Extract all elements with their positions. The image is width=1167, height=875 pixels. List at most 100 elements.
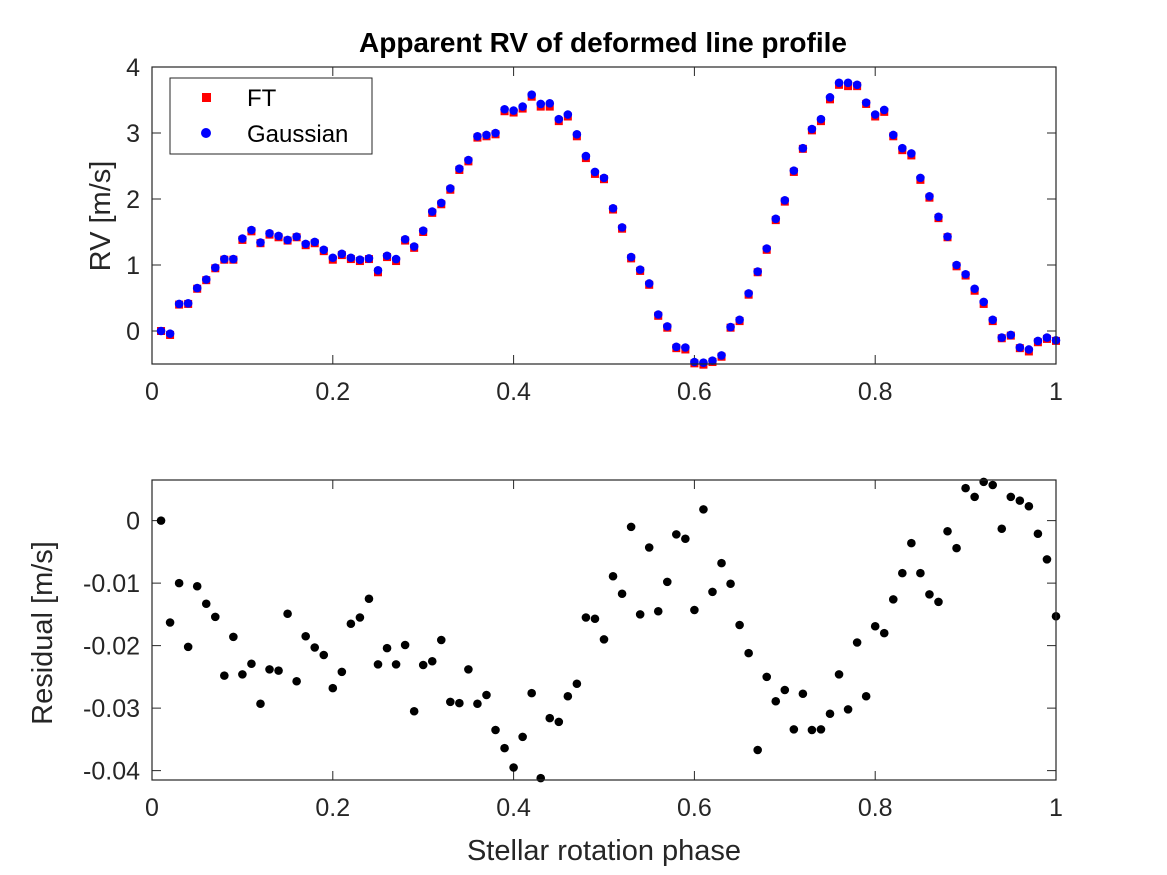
data-point (762, 244, 772, 253)
data-point (879, 628, 889, 638)
data-point (572, 679, 582, 689)
data-point (500, 743, 509, 753)
data-point (192, 283, 202, 293)
data-point (717, 558, 726, 568)
rv-x-tick-label: 0.8 (858, 378, 893, 406)
data-point (265, 665, 274, 674)
data-point (156, 516, 166, 525)
data-point (690, 357, 699, 367)
data-point (979, 297, 988, 307)
data-point (690, 605, 699, 615)
data-point (879, 105, 889, 115)
data-point (726, 322, 735, 332)
data-point (807, 124, 817, 134)
data-point (726, 579, 735, 589)
data-point (355, 613, 365, 622)
data-point (563, 691, 573, 701)
data-point (608, 203, 618, 213)
data-point (283, 609, 292, 619)
residual-y-tick-label: -0.03 (83, 695, 140, 723)
data-point (653, 606, 663, 616)
data-point (229, 632, 238, 642)
data-point (744, 648, 753, 658)
data-point (156, 326, 166, 336)
data-point (626, 522, 636, 532)
data-point (780, 196, 790, 205)
rv-x-tick-label: 0.6 (677, 378, 712, 406)
data-point (518, 102, 527, 111)
data-point (717, 351, 726, 360)
data-point (319, 245, 329, 255)
data-point (301, 239, 310, 249)
data-point (373, 660, 383, 669)
data-point (364, 254, 374, 263)
data-point (536, 99, 546, 109)
data-point (681, 343, 690, 352)
data-point (861, 98, 871, 107)
data-point (509, 763, 518, 772)
rv-y-tick-label: 3 (126, 120, 140, 148)
data-point (527, 90, 536, 100)
data-point (292, 676, 301, 686)
data-point (229, 254, 238, 264)
data-point (1006, 330, 1016, 340)
data-point (708, 587, 717, 597)
data-point (898, 568, 907, 578)
data-point (861, 691, 871, 701)
rv-y-tick-label: 0 (126, 318, 140, 346)
data-point (427, 207, 437, 216)
data-point (599, 635, 609, 644)
data-point (997, 524, 1007, 534)
data-point (898, 143, 907, 153)
data-point (843, 705, 853, 714)
data-point (825, 709, 835, 719)
data-point (617, 589, 627, 599)
data-point (210, 612, 220, 622)
data-point (699, 358, 708, 367)
data-point (509, 106, 518, 115)
data-point (988, 480, 998, 490)
data-point (310, 643, 320, 652)
residual-y-tick-label: -0.02 (83, 633, 140, 661)
data-point (355, 255, 365, 265)
data-point (925, 192, 934, 201)
data-point (536, 773, 546, 783)
legend-box (169, 77, 373, 155)
data-point (545, 99, 555, 108)
data-point (337, 667, 347, 677)
residual-series-0 (156, 477, 1061, 783)
data-point (735, 315, 744, 325)
residual-x-tick-label: 0 (145, 794, 159, 822)
residual-axes-box (151, 479, 1057, 781)
rv-panel: Apparent RV of deformed line profile RV … (85, 27, 1063, 406)
data-point (1015, 343, 1025, 352)
data-point (635, 610, 645, 619)
data-point (165, 618, 175, 627)
data-point (1015, 496, 1025, 505)
data-point (798, 689, 808, 699)
data-point (482, 690, 491, 700)
data-point (201, 275, 211, 284)
data-point (780, 685, 790, 695)
data-point (1024, 501, 1034, 511)
data-point (753, 267, 762, 276)
data-point (934, 212, 943, 222)
data-point (681, 534, 690, 544)
data-point (599, 173, 609, 183)
data-point (843, 78, 853, 88)
legend-ft-label: FT (247, 85, 277, 112)
data-point (1033, 529, 1043, 539)
data-point (238, 234, 247, 243)
data-point (337, 249, 347, 259)
data-point (662, 577, 672, 587)
data-point (256, 699, 265, 709)
data-point (1042, 333, 1052, 342)
data-point (283, 235, 292, 245)
rv-x-tick-label: 0 (145, 378, 159, 406)
data-point (201, 599, 211, 609)
data-point (545, 713, 555, 723)
data-point (265, 229, 274, 238)
data-point (916, 173, 925, 183)
rv-y-tick-label: 1 (126, 252, 140, 280)
chart-title: Apparent RV of deformed line profile (359, 27, 847, 58)
